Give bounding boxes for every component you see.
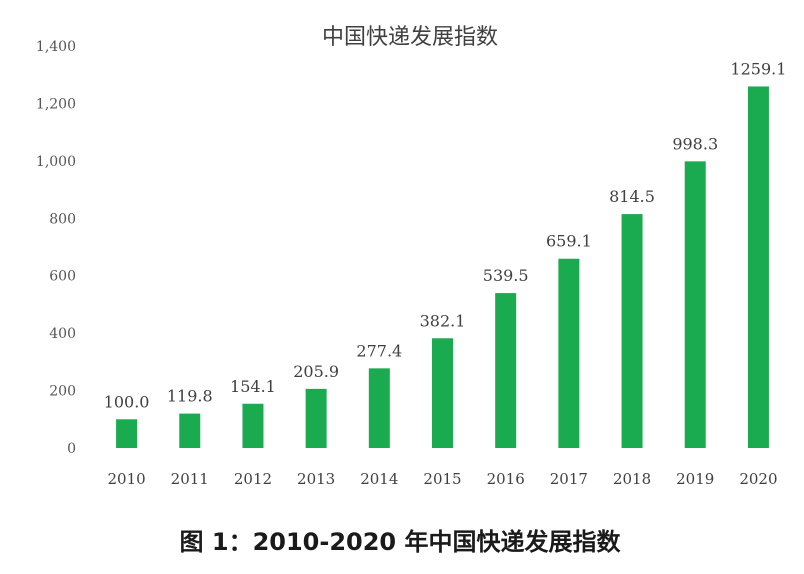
x-tick-label: 2020: [739, 470, 777, 488]
x-tick-label: 2010: [107, 470, 145, 488]
data-labels: 100.0 119.8 154.1 205.9 277.4 382.1 539.5 659.1…: [104, 59, 787, 411]
data-label: 539.5: [483, 266, 529, 285]
bar-2015: [432, 338, 453, 448]
bar-2017: [558, 258, 580, 448]
x-tick-label: 2019: [676, 470, 714, 488]
data-label: 277.4: [356, 341, 402, 360]
data-label: 998.3: [672, 134, 718, 153]
y-tick-label: 600: [49, 269, 76, 285]
y-tick-label: 0: [67, 441, 76, 457]
y-tick-label: 400: [49, 326, 76, 342]
bar-2018: [621, 214, 643, 448]
x-tick-label: 2012: [234, 470, 272, 488]
data-label: 382.1: [420, 311, 466, 330]
bar-2014: [368, 368, 390, 448]
data-label: 154.1: [230, 377, 276, 396]
x-tick-label: 2018: [613, 470, 651, 488]
bars: [116, 86, 769, 449]
chart-title: 中国快递发展指数: [322, 25, 498, 50]
y-tick-label: 200: [49, 384, 76, 400]
x-tick-label: 2017: [550, 470, 588, 488]
data-label: 119.8: [167, 387, 213, 406]
y-tick-label: 1,400: [36, 39, 76, 55]
bar-2010: [116, 419, 138, 448]
data-label: 814.5: [609, 187, 655, 206]
x-tick-label: 2014: [360, 470, 398, 488]
bar-2013: [305, 388, 327, 448]
x-axis: 2010 2011 2012 2013 2014 2015 2016 2017 2018 2019…: [107, 470, 777, 488]
x-tick-label: 2011: [171, 470, 209, 488]
x-tick-label: 2016: [487, 470, 525, 488]
y-tick-label: 1,200: [36, 96, 76, 112]
x-tick-label: 2013: [297, 470, 335, 488]
bar-2020: [747, 86, 769, 448]
y-axis: 0 200 400 600 800 1,000 1,200 1,400: [36, 39, 76, 457]
data-label: 205.9: [293, 362, 339, 381]
y-tick-label: 800: [49, 211, 76, 227]
bar-2019: [684, 161, 706, 449]
y-tick-label: 1,000: [36, 154, 76, 170]
data-label: 100.0: [104, 392, 150, 411]
bar-2011: [179, 413, 201, 448]
bar-2012: [242, 403, 264, 448]
data-label: 659.1: [546, 232, 592, 251]
data-label: 1259.1: [730, 59, 786, 78]
figure-caption: 图 1：2010-2020 年中国快递发展指数: [180, 528, 622, 556]
bar-2016: [495, 293, 517, 448]
x-tick-label: 2015: [423, 470, 461, 488]
